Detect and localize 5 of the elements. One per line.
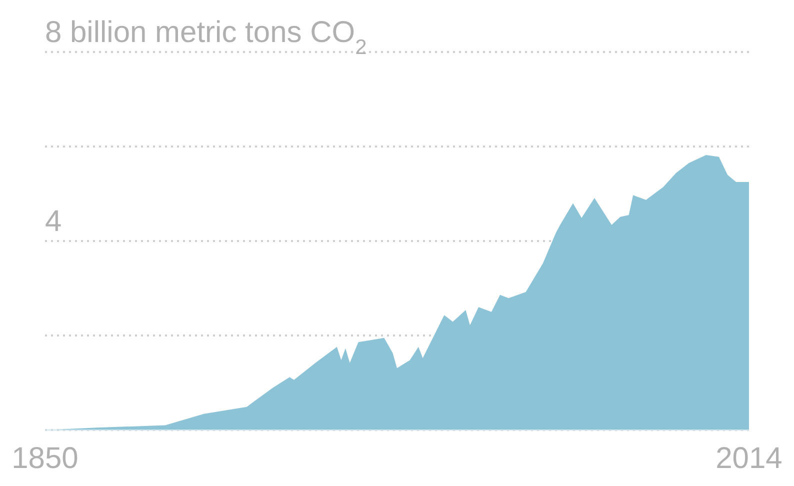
y-tick-label: 4 <box>45 205 62 238</box>
x-tick-label: 2014 <box>716 442 782 475</box>
y-tick-label: 8 <box>45 16 62 49</box>
x-tick-label: 1850 <box>12 442 78 475</box>
y-axis-title: billion metric tons CO$_{2}$ <box>70 16 367 58</box>
